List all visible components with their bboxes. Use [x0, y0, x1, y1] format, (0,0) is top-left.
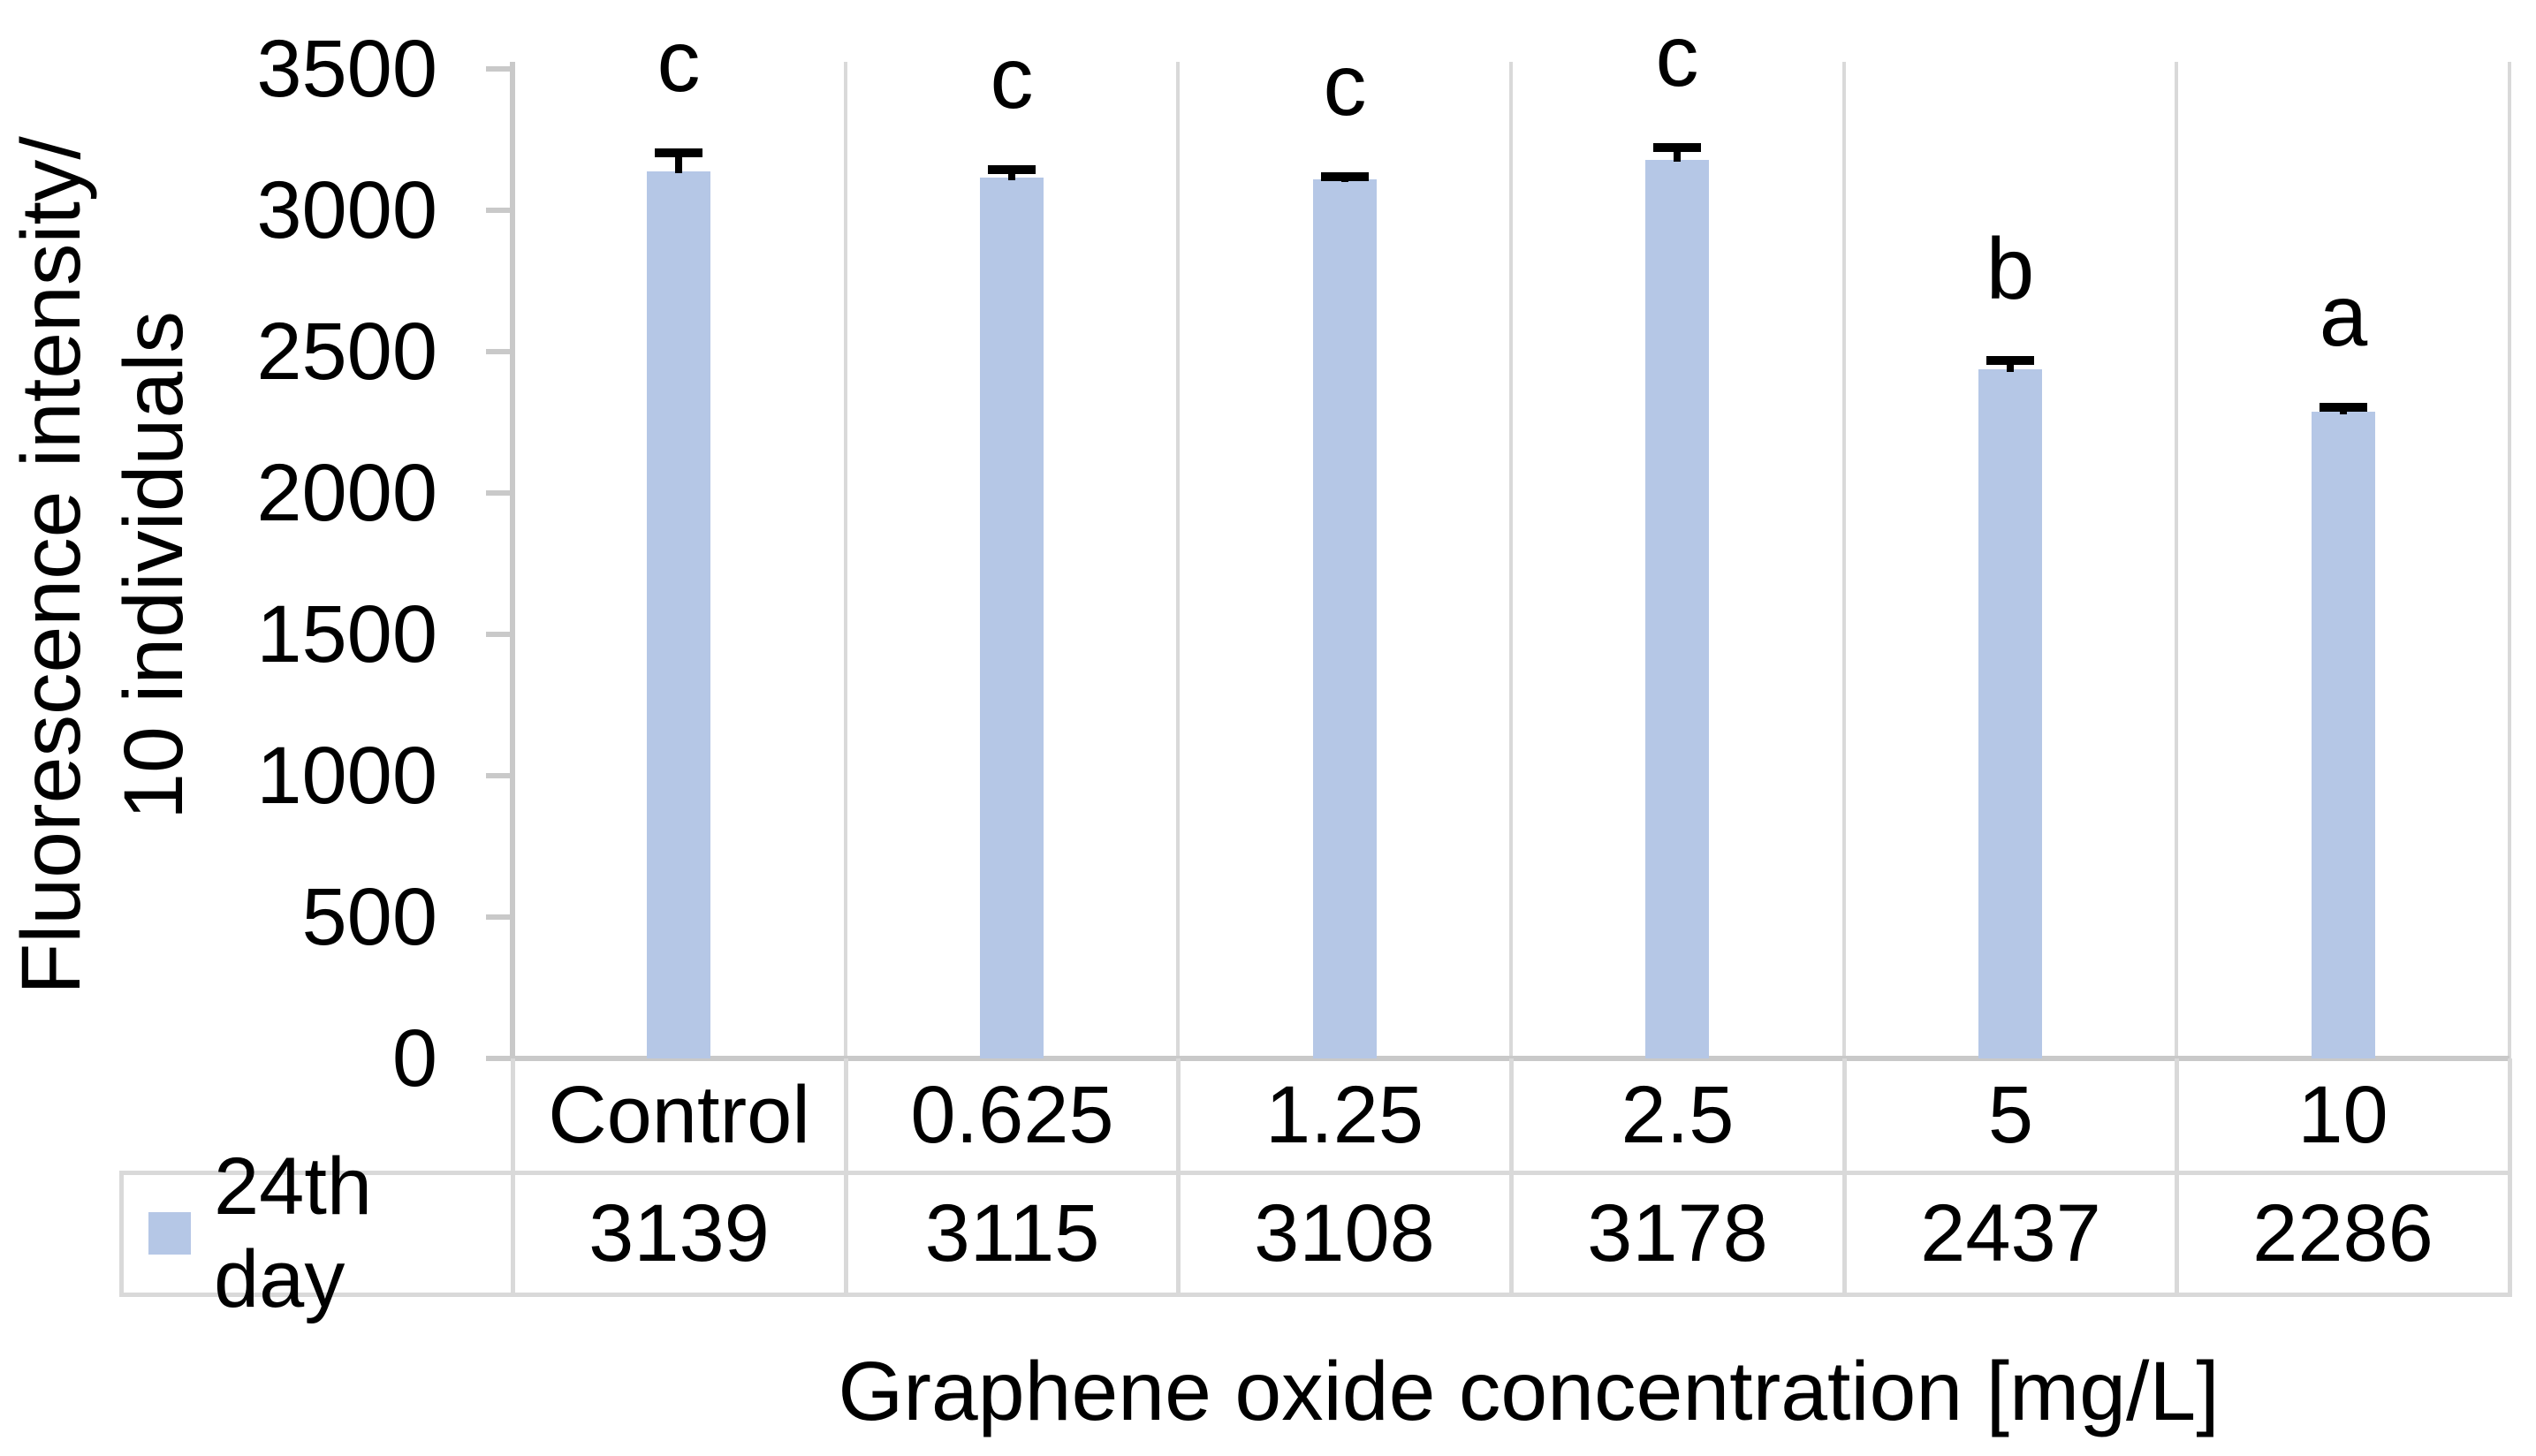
category-label: 2.5 — [1621, 1070, 1735, 1160]
error-bar-cap — [1321, 172, 1369, 181]
category-label: 5 — [1987, 1070, 2034, 1160]
error-bar-cap — [655, 148, 702, 157]
category-gridline — [1842, 62, 1846, 1058]
table-column-border — [1176, 1058, 1181, 1294]
category-label: 0.625 — [910, 1070, 1114, 1160]
bar-0-625 — [980, 178, 1044, 1058]
error-bar-stem — [1674, 148, 1681, 162]
table-column-border — [2175, 1058, 2179, 1294]
bar-control — [647, 171, 710, 1058]
category-gridline — [1176, 62, 1180, 1058]
y-axis-tick-mark — [486, 349, 513, 354]
table-value-cell: 3115 — [924, 1187, 1100, 1278]
x-axis-line — [488, 1056, 2509, 1061]
table-left-border — [119, 1172, 124, 1294]
y-axis-tick-label: 0 — [391, 1013, 437, 1103]
y-axis-tick-label: 1500 — [256, 589, 437, 679]
bar-10 — [2312, 412, 2375, 1058]
y-axis-tick-label: 3500 — [256, 24, 437, 114]
table-value-cell: 3139 — [588, 1187, 770, 1278]
error-bar-cap — [1653, 143, 1701, 152]
category-gridline — [1509, 62, 1513, 1058]
y-axis-tick-label: 3000 — [256, 165, 437, 255]
table-column-border — [844, 1058, 848, 1294]
category-gridline — [2175, 62, 2178, 1058]
y-axis-tick-mark — [486, 1056, 513, 1061]
table-column-border — [1509, 1058, 1514, 1294]
y-axis-tick-label: 500 — [301, 872, 438, 962]
legend-cell: 24th day — [124, 1141, 511, 1324]
legend-color-swatch — [148, 1212, 191, 1255]
error-bar-cap — [988, 165, 1036, 174]
significance-letter: c — [990, 29, 1034, 126]
table-column-border — [1842, 1058, 1847, 1294]
significance-letter: c — [1323, 36, 1367, 133]
y-axis-tick-label: 1000 — [256, 731, 437, 821]
table-value-cell: 2437 — [1920, 1187, 2101, 1278]
y-axis-tick-mark — [486, 66, 513, 72]
bar-2-5 — [1645, 160, 1709, 1058]
y-axis-tick-label: 2500 — [256, 307, 437, 397]
y-axis-tick-mark — [486, 632, 513, 637]
table-value-cell: 3178 — [1587, 1187, 1768, 1278]
significance-letter: a — [2319, 267, 2368, 364]
y-axis-tick-mark — [486, 914, 513, 920]
category-gridline — [2508, 62, 2511, 1058]
table-value-cell: 2286 — [2252, 1187, 2433, 1278]
table-row-divider — [119, 1171, 2512, 1175]
legend-label: 24th day — [214, 1141, 373, 1324]
significance-letter: c — [657, 12, 701, 110]
table-column-border — [2508, 1058, 2512, 1294]
y-axis-tick-mark — [486, 208, 513, 213]
error-bar-stem — [2007, 360, 2014, 372]
bar-5 — [1978, 369, 2042, 1058]
table-value-cell: 3108 — [1254, 1187, 1435, 1278]
error-bar-cap — [2320, 403, 2367, 412]
y-axis-tick-mark — [486, 773, 513, 778]
category-label: 1.25 — [1264, 1070, 1424, 1160]
category-label: Control — [548, 1070, 810, 1160]
error-bar-stem — [675, 153, 682, 173]
table-column-border — [511, 1058, 515, 1294]
table-bottom-border — [119, 1293, 2512, 1297]
y-axis-line — [510, 62, 515, 1058]
category-label: 10 — [2297, 1070, 2388, 1160]
y-axis-tick-mark — [486, 490, 513, 496]
y-axis-tick-label: 2000 — [256, 448, 437, 538]
error-bar-cap — [1986, 356, 2034, 365]
significance-letter: c — [1655, 7, 1699, 104]
error-bar-stem — [1008, 170, 1015, 180]
category-gridline — [844, 62, 847, 1058]
significance-letter: b — [1986, 220, 2035, 317]
x-axis-title: Graphene oxide concentration [mg/L] — [838, 1345, 2220, 1438]
bar-1-25 — [1313, 179, 1377, 1058]
